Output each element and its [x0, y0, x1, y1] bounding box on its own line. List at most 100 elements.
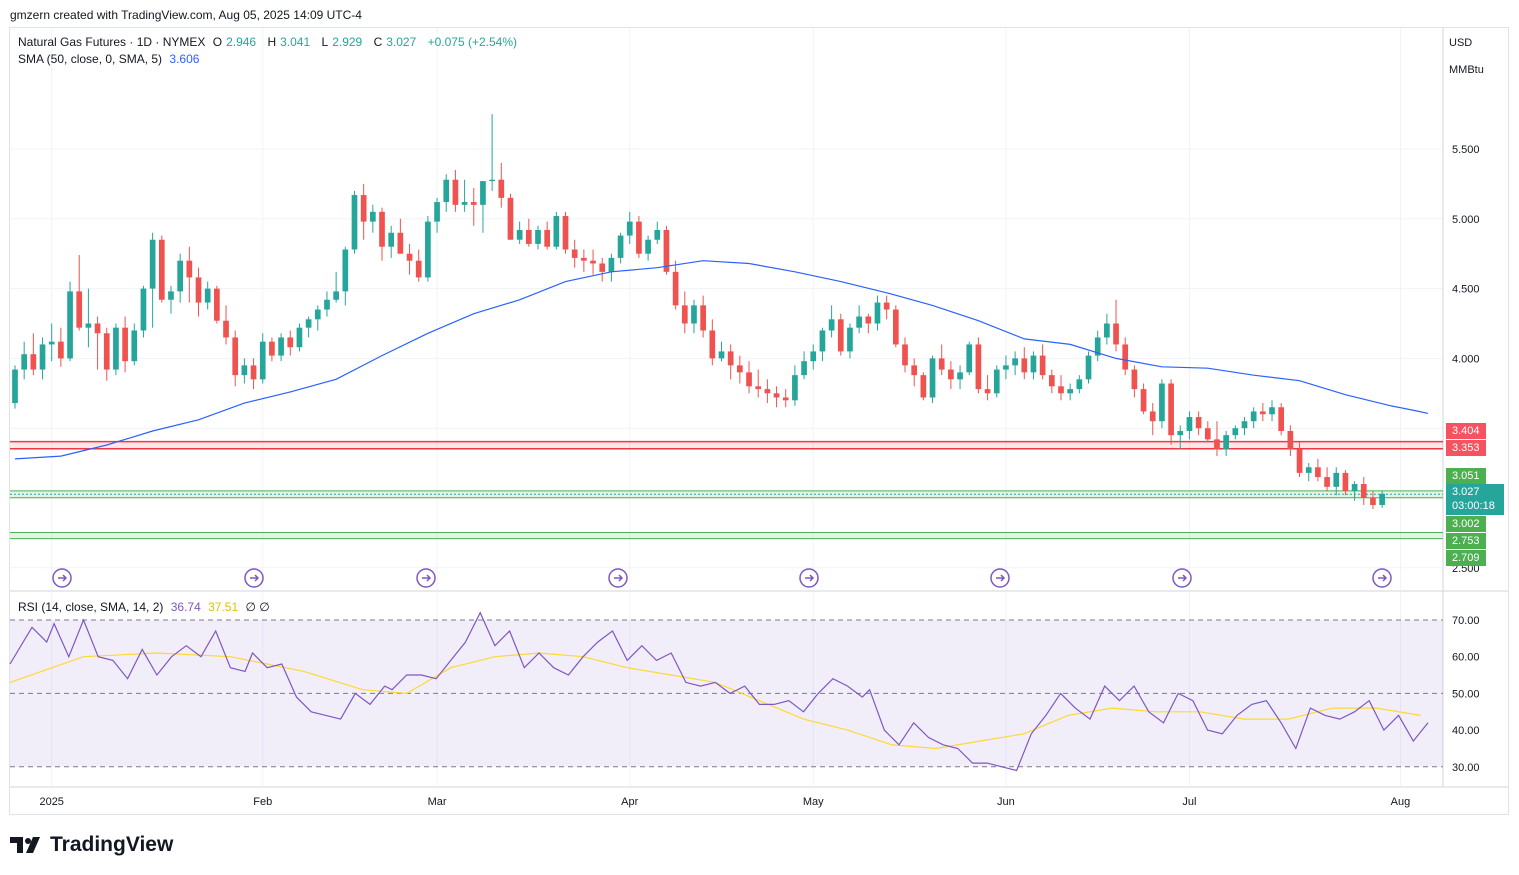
candle	[1305, 463, 1312, 482]
candle	[30, 333, 37, 376]
tradingview-logo[interactable]: TradingView	[10, 833, 173, 857]
change-value: +0.075 (+2.54%)	[427, 35, 518, 49]
candle-body	[507, 197, 514, 240]
candle-body	[516, 229, 523, 240]
candle-body	[397, 232, 404, 254]
rsi-legend[interactable]: RSI (14, close, SMA, 14, 2) 36.74 37.51 …	[18, 600, 274, 614]
candle	[342, 246, 349, 306]
candle	[158, 235, 165, 303]
candle	[718, 341, 725, 362]
candle	[1177, 425, 1184, 450]
candle-body	[113, 327, 119, 370]
candle	[663, 225, 670, 275]
candle-body	[1104, 323, 1110, 338]
candle	[1104, 313, 1110, 345]
candle	[1003, 355, 1009, 380]
candle-body	[599, 263, 606, 272]
candle-body	[388, 232, 395, 247]
event-arrow	[422, 574, 432, 582]
candle	[177, 253, 184, 303]
candle-body	[929, 358, 936, 398]
candle	[1287, 425, 1294, 457]
candle-body	[617, 235, 624, 258]
candle	[1360, 477, 1367, 505]
resistance-tag-2: 3.353	[1446, 440, 1486, 456]
candle-body	[259, 341, 266, 380]
candle-body	[324, 299, 330, 310]
candle	[480, 181, 486, 233]
candle-body	[746, 372, 752, 387]
candle	[801, 351, 807, 380]
candle-body	[709, 330, 716, 359]
candle	[1076, 375, 1083, 394]
candle-body	[966, 344, 973, 373]
high-value: H 3.041	[267, 35, 311, 49]
candle	[1094, 330, 1101, 362]
candle-body	[12, 369, 18, 404]
candle-body	[755, 386, 762, 390]
candle	[21, 341, 28, 380]
candle-body	[1259, 411, 1266, 415]
candle-body	[1159, 383, 1165, 422]
candle-body	[773, 393, 780, 398]
candle-body	[94, 323, 101, 334]
candle	[755, 369, 762, 398]
candle-body	[186, 260, 193, 278]
rsi-ma-value: 37.51	[208, 600, 239, 614]
candle-body	[489, 179, 495, 182]
candle-body	[1241, 421, 1248, 429]
low-value: L 2.929	[321, 35, 363, 49]
candlestick-series	[12, 114, 1385, 510]
candle	[324, 291, 330, 317]
event-marker-icon	[799, 568, 819, 588]
chart-credit: gmzern created with TradingView.com, Aug…	[10, 8, 362, 22]
candle-body	[287, 337, 294, 348]
candle	[232, 330, 239, 387]
candle-body	[1113, 323, 1119, 345]
candle	[617, 232, 624, 264]
sma-line	[14, 260, 1429, 460]
candle-body	[1195, 417, 1202, 429]
candle-body	[1140, 389, 1147, 412]
price-tick-label: 5.000	[1452, 214, 1480, 226]
time-tick-label: 2025	[39, 796, 63, 808]
currency-label[interactable]: USD	[1449, 37, 1473, 49]
candle	[360, 183, 367, 240]
candle	[1223, 430, 1229, 457]
candle	[865, 313, 872, 334]
rsi-line	[9, 611, 1429, 772]
candle	[113, 323, 119, 376]
candle-body	[214, 288, 220, 321]
candle	[434, 197, 440, 233]
candle-body	[1021, 358, 1028, 373]
candle	[1214, 421, 1220, 457]
candle	[902, 337, 908, 373]
candle-body	[425, 221, 431, 278]
time-tick-label: Jul	[1182, 796, 1196, 808]
candle	[993, 365, 1000, 398]
unit-label[interactable]: MMBtu	[1449, 64, 1484, 76]
event-marker-icon	[416, 568, 436, 588]
candle	[700, 295, 706, 338]
candle	[1113, 299, 1119, 352]
candle	[259, 333, 266, 384]
candle	[470, 188, 477, 226]
candle-body	[608, 257, 615, 272]
candle-body	[305, 319, 312, 328]
candle	[94, 316, 101, 370]
candle	[103, 327, 110, 381]
candle-body	[1094, 337, 1101, 356]
candle-body	[195, 277, 202, 303]
event-arrow	[250, 574, 260, 582]
event-marker-icon	[1172, 568, 1192, 588]
candle-body	[406, 253, 413, 261]
candle-body	[168, 291, 174, 300]
candle-body	[333, 291, 339, 300]
candle-body	[654, 229, 661, 240]
candle	[406, 243, 413, 275]
candle-body	[122, 327, 128, 362]
candle	[1122, 337, 1129, 376]
sma-legend[interactable]: SMA (50, close, 0, SMA, 5) 3.606	[18, 52, 203, 66]
candle	[58, 327, 64, 367]
